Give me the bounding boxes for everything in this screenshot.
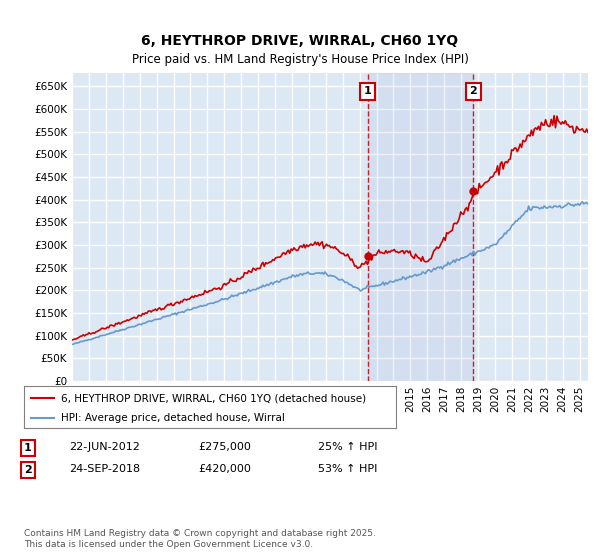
Text: £420,000: £420,000 [198, 464, 251, 474]
Text: £275,000: £275,000 [198, 442, 251, 452]
Text: HPI: Average price, detached house, Wirral: HPI: Average price, detached house, Wirr… [61, 413, 285, 423]
Text: 1: 1 [24, 443, 32, 453]
Text: 6, HEYTHROP DRIVE, WIRRAL, CH60 1YQ (detached house): 6, HEYTHROP DRIVE, WIRRAL, CH60 1YQ (det… [61, 393, 367, 403]
Text: 6, HEYTHROP DRIVE, WIRRAL, CH60 1YQ: 6, HEYTHROP DRIVE, WIRRAL, CH60 1YQ [142, 34, 458, 48]
Text: Price paid vs. HM Land Registry's House Price Index (HPI): Price paid vs. HM Land Registry's House … [131, 53, 469, 66]
Text: Contains HM Land Registry data © Crown copyright and database right 2025.
This d: Contains HM Land Registry data © Crown c… [24, 529, 376, 549]
Text: 1: 1 [364, 86, 371, 96]
Text: 2: 2 [470, 86, 478, 96]
Text: 53% ↑ HPI: 53% ↑ HPI [318, 464, 377, 474]
Bar [368, 73, 473, 381]
Text: 25% ↑ HPI: 25% ↑ HPI [318, 442, 377, 452]
Text: 2: 2 [24, 465, 32, 475]
Text: 22-JUN-2012: 22-JUN-2012 [69, 442, 140, 452]
Text: 24-SEP-2018: 24-SEP-2018 [69, 464, 140, 474]
